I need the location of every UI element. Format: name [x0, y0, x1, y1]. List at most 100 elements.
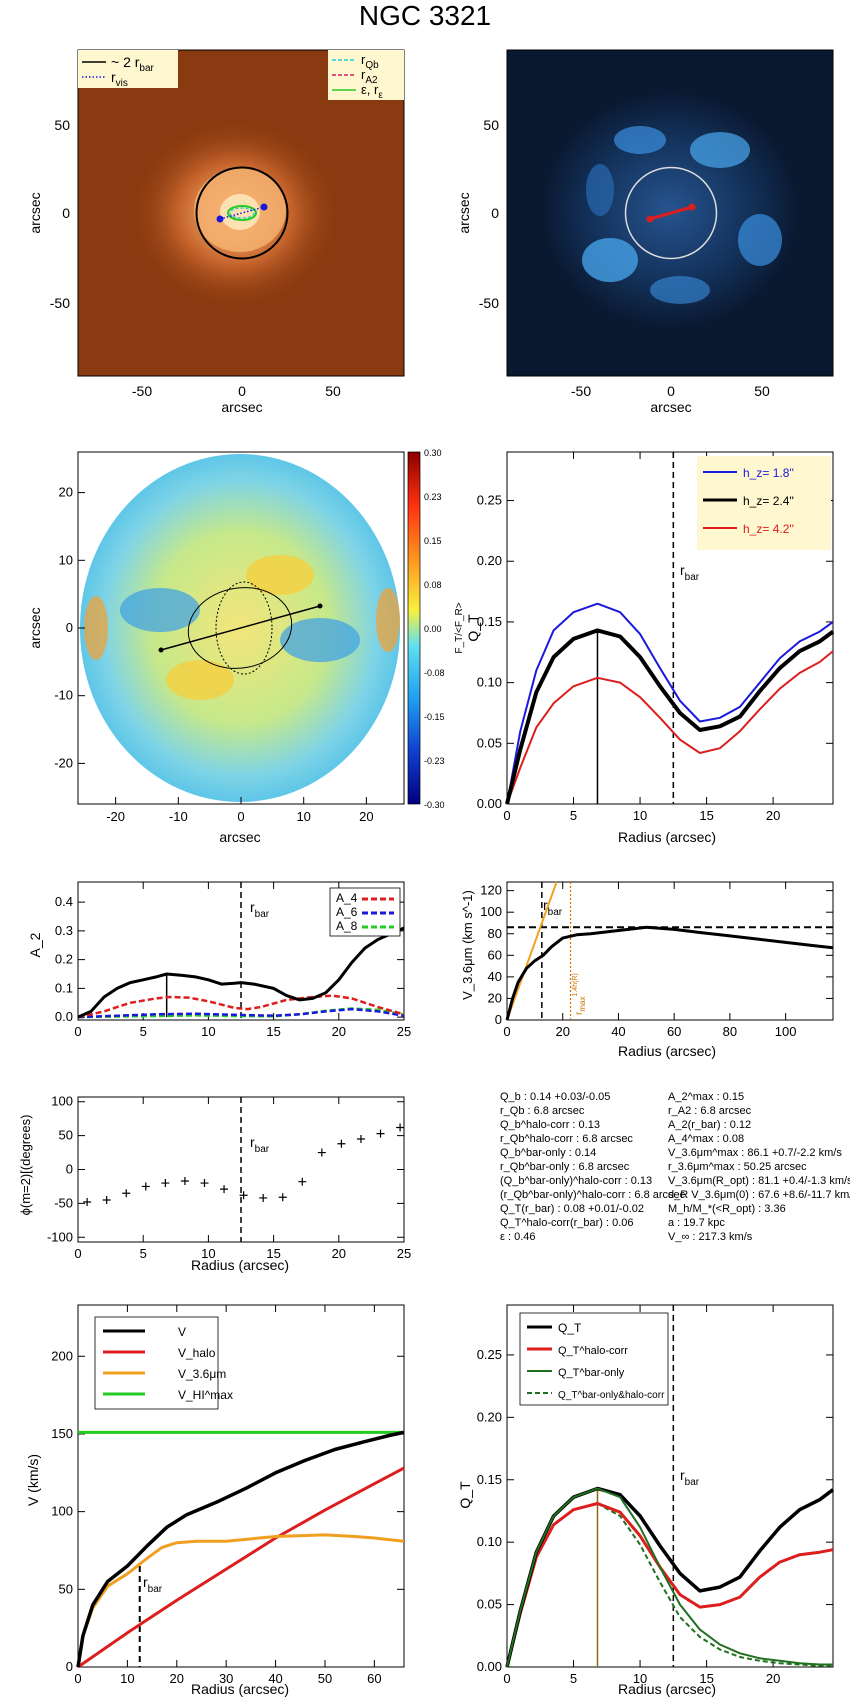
force-map-bar-line	[160, 605, 321, 651]
y-tick-label: 10	[59, 552, 73, 567]
velocity-legend-label-v: V	[178, 1325, 186, 1339]
x-tick-label: 40	[268, 1671, 282, 1686]
phase-point	[278, 1193, 287, 1202]
colorbar-tick-label: -0.08	[424, 668, 445, 678]
colorbar-tick-label: 0.15	[424, 536, 442, 546]
x-tick-label: 20	[332, 1246, 346, 1261]
parameter-line: Q_b^halo-corr : 0.13	[500, 1119, 600, 1131]
colorbar-tick-label: -0.30	[424, 800, 445, 810]
legend-label-ra2: rA2	[361, 67, 378, 86]
qt2-legend-label-1: Q_T	[558, 1321, 582, 1335]
v36-series	[505, 925, 834, 1021]
p6-rbar-label: rbar	[543, 897, 563, 918]
bar-end-marker-right	[260, 203, 268, 211]
y-tick-label: 0.4	[55, 894, 73, 909]
p4-rbar-label: rbar	[680, 562, 700, 583]
qt-bar-only-series	[506, 1487, 833, 1668]
parameters-table: Q_b : 0.14 +0.03/-0.05 r_Qb : 6.8 arcsec Q…	[500, 1090, 850, 1290]
x-tick-label: 20	[555, 1024, 569, 1039]
parameter-line: r_Qb : 6.8 arcsec	[500, 1105, 585, 1117]
y-tick-label: 200	[51, 1348, 73, 1363]
p9-ylabel: Q_T	[457, 1481, 473, 1509]
colorbar-ticks: 0.30 0.23 0.15 0.08 0.00 -0.08 -0.15 -0.23 -0.30	[424, 448, 445, 810]
residual-bar-end	[646, 215, 654, 223]
x-tick-label: 40	[611, 1024, 625, 1039]
legend-label-rqb: rQb	[361, 52, 379, 71]
force-map-panel: 0.30 0.23 0.15 0.08 0.00 -0.08 -0.15 -0.23 -0.30…	[27, 448, 465, 845]
phase-point	[220, 1185, 229, 1194]
parameter-line: r_A2 : 6.8 arcsec	[668, 1105, 752, 1117]
p2-ylabel: arcsec	[456, 192, 472, 233]
parameters-right-column: A_2^max : 0.15 r_A2 : 6.8 arcsec A_2(r_bar…	[668, 1090, 850, 1244]
p1-ytick: 0	[62, 205, 70, 221]
y-tick-label: 40	[488, 969, 502, 984]
x-tick-label: 15	[266, 1246, 280, 1261]
y-tick-label: 0.10	[477, 675, 502, 690]
force-map-ellipse	[187, 587, 293, 669]
y-tick-label: -20	[54, 755, 73, 770]
p2-ytick: 0	[491, 205, 499, 221]
two-rbar-circle	[195, 166, 289, 260]
qt-halo-panel: 0 5 10 15 20 0.00 0.05 0.10 0.15 0.20 0.25 Q_T Q_T…	[457, 1304, 835, 1697]
rqb-contour	[229, 207, 255, 219]
vhalo-series	[77, 1466, 405, 1669]
x-tick-label: 5	[570, 1671, 577, 1686]
x-tick-label: 60	[367, 1671, 381, 1686]
colorbar-tick-label: 0.00	[424, 624, 442, 634]
parameter-line: (r_Qb^bar-only)^halo-corr : 6.8 arcsec	[500, 1189, 686, 1201]
legend-box-left	[78, 50, 178, 88]
velocity-legend-label-36: V_3.6μm	[178, 1367, 226, 1381]
parameter-line: r_Qb^halo-corr : 6.8 arcsec	[500, 1133, 633, 1145]
y-tick-label: 0.05	[477, 1597, 502, 1612]
x-tick-label: 10	[296, 809, 310, 824]
y-tick-label: 0.1	[55, 980, 73, 995]
y-tick-label: 0.05	[477, 735, 502, 750]
phase-point	[141, 1182, 150, 1191]
colorbar-tick-label: 0.23	[424, 492, 442, 502]
a4-series	[77, 994, 405, 1019]
x-tick-label: 15	[699, 808, 713, 823]
y-tick-label: -10	[54, 688, 73, 703]
visual-bar-line	[219, 206, 265, 220]
y-tick-label: 0.15	[477, 1472, 502, 1487]
p1-xtick: -50	[132, 383, 152, 399]
p7-ylabel: ϕ(m=2)[(degrees)	[18, 1115, 33, 1216]
x-tick-label: 0	[503, 808, 510, 823]
y-tick-label: 0.0	[55, 1009, 73, 1024]
residual-bar-end	[688, 203, 696, 211]
colorbar-tick-label: -0.23	[424, 756, 445, 766]
y-tick-label: 60	[488, 947, 502, 962]
p8-xlabel: Radius (arcsec)	[191, 1681, 289, 1697]
force-map-ellipse-dotted	[215, 581, 273, 675]
phase-point	[376, 1129, 385, 1138]
residual-bar-line	[649, 205, 693, 221]
parameter-line: V_∞ : 217.3 km/s	[668, 1231, 753, 1243]
y-tick-label: -50	[54, 1195, 73, 1210]
parameter-line: A_4^max : 0.08	[668, 1133, 745, 1145]
y-tick-label: 20	[59, 485, 73, 500]
y-tick-label: 0.25	[477, 1347, 502, 1362]
p1-ytick: -50	[50, 295, 70, 311]
x-tick-label: 5	[140, 1246, 147, 1261]
p1-xlabel: arcsec	[221, 399, 262, 415]
p2-ytick: -50	[479, 295, 499, 311]
force-map-lobe-positive	[166, 660, 234, 700]
x-tick-label: -10	[169, 809, 188, 824]
x-tick-label: -20	[106, 809, 125, 824]
parameter-line: Q_T^halo-corr(r_bar) : 0.06	[500, 1217, 634, 1229]
bar-end-marker-left	[216, 215, 224, 223]
qt-legend-label-2: h_z= 2.4''	[743, 494, 794, 508]
x-tick-label: 20	[170, 1671, 184, 1686]
x-tick-label: 10	[201, 1024, 215, 1039]
parameter-line: d_R V_3.6μm(0) : 67.6 +8.6/-11.7 km/s/kp…	[668, 1189, 850, 1201]
phase-point	[200, 1179, 209, 1188]
force-map-edge	[376, 588, 400, 652]
x-tick-label: 20	[766, 808, 780, 823]
y-tick-label: 50	[59, 1128, 73, 1143]
fourier-panel: 0 5 10 15 20 25 0.0 0.1 0.2 0.3 0.4 A_4 A_6 A_8 rb…	[27, 881, 411, 1039]
parameter-line: V_3.6μm^max : 86.1 +0.7/-2.2 km/s	[668, 1147, 842, 1159]
x-tick-label: 0	[74, 1024, 81, 1039]
p5-ylabel: A_2	[27, 932, 43, 957]
force-map-lobe-negative	[120, 588, 200, 632]
p7-rbar-label: rbar	[250, 1134, 270, 1155]
